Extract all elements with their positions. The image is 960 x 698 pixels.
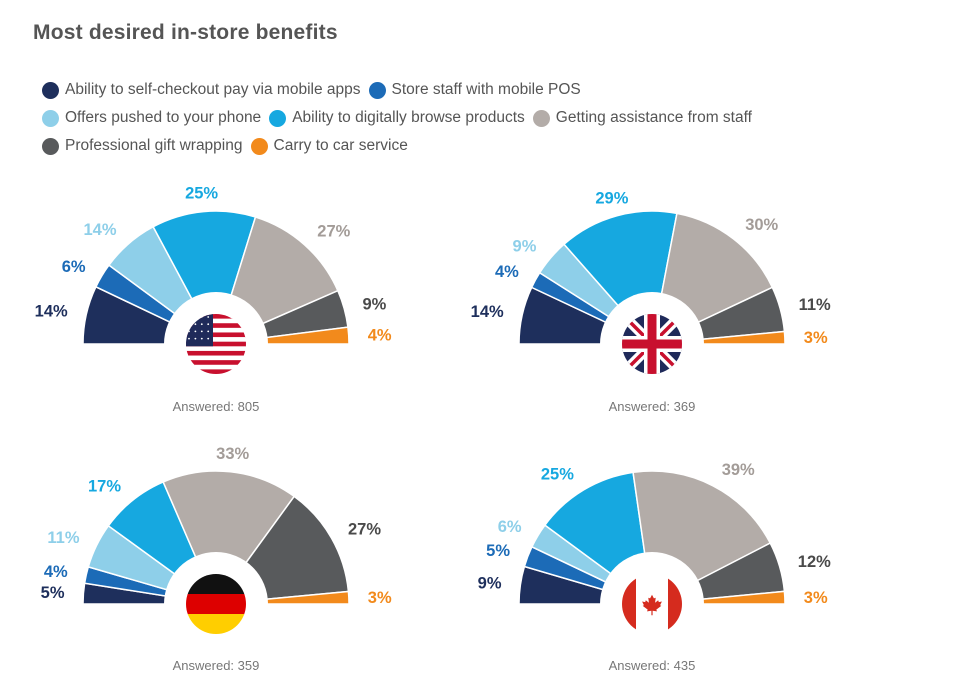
slice-label-gift-wrapping: 27% <box>348 521 381 539</box>
chart-canada: 9% 5% 6% 25% 39% 12% 3% Answered: 435 <box>478 461 832 673</box>
legend-label: Ability to self-checkout pay via mobile … <box>65 81 361 98</box>
legend-swatch <box>42 109 59 127</box>
slice-label-offers-pushed: 11% <box>47 529 79 547</box>
legend-row-3: Professional gift wrapping Carry to car … <box>42 132 942 160</box>
chart-us: 14% 6% 14% 25% 27% 9% 4% Answered: 805 <box>35 185 392 414</box>
legend-row-2: Offers pushed to your phone Ability to d… <box>42 104 942 132</box>
legend-item-offers-pushed: Offers pushed to your phone <box>42 109 261 127</box>
slice-label-offers-pushed: 9% <box>513 237 537 255</box>
germany-flag <box>186 574 246 634</box>
slice-label-carry-to-car: 3% <box>368 589 392 607</box>
slice-label-gift-wrapping: 11% <box>799 296 831 314</box>
slice-label-mobile-pos: 4% <box>495 263 519 281</box>
slice-label-self-checkout: 14% <box>35 303 68 321</box>
slice-label-digital-browse: 29% <box>595 189 628 207</box>
legend-label: Offers pushed to your phone <box>65 109 262 126</box>
slice-staff-assistance <box>162 470 296 606</box>
legend-swatch <box>42 137 59 155</box>
legend-item-self-checkout: Ability to self-checkout pay via mobile … <box>42 81 361 99</box>
legend: Ability to self-checkout pay via mobile … <box>42 76 942 160</box>
slice-label-mobile-pos: 6% <box>62 258 86 276</box>
legend-label: Professional gift wrapping <box>65 137 243 154</box>
slice-label-gift-wrapping: 12% <box>798 553 831 571</box>
slice-label-staff-assistance: 27% <box>317 223 350 241</box>
legend-swatch <box>368 81 386 99</box>
chart-uk: 14% 4% 9% 29% 30% 11% 3% Answered: 369 <box>471 189 831 414</box>
slice-label-offers-pushed: 6% <box>498 518 522 536</box>
answered-count: Answered: 805 <box>173 399 260 414</box>
slice-label-mobile-pos: 4% <box>44 563 68 581</box>
slice-label-carry-to-car: 3% <box>804 329 828 347</box>
slice-label-offers-pushed: 14% <box>83 221 116 239</box>
legend-swatch <box>250 137 268 155</box>
slice-label-staff-assistance: 39% <box>722 461 755 479</box>
legend-swatch <box>42 81 59 99</box>
legend-item-gift-wrapping: Professional gift wrapping <box>42 137 243 155</box>
legend-label: Ability to digitally browse products <box>292 109 525 126</box>
us-flag <box>186 314 246 374</box>
slice-label-mobile-pos: 5% <box>486 542 510 560</box>
slice-label-digital-browse: 25% <box>185 185 218 203</box>
chart-germany: 5% 4% 11% 17% 33% 27% 3% Answered: 359 <box>41 445 392 673</box>
legend-item-mobile-pos: Store staff with mobile POS <box>368 81 581 99</box>
answered-count: Answered: 369 <box>609 399 696 414</box>
slice-label-digital-browse: 17% <box>88 477 121 495</box>
slice-label-staff-assistance: 30% <box>745 216 778 234</box>
legend-item-staff-assistance: Getting assistance from staff <box>532 109 752 127</box>
legend-swatch <box>269 109 287 127</box>
slice-label-digital-browse: 25% <box>541 466 574 484</box>
slice-label-self-checkout: 5% <box>41 584 65 602</box>
slice-label-carry-to-car: 4% <box>368 326 392 344</box>
legend-label: Carry to car service <box>273 137 408 154</box>
slice-label-carry-to-car: 3% <box>804 589 828 607</box>
chart-title: Most desired in-store benefits <box>33 21 338 44</box>
answered-count: Answered: 435 <box>609 658 696 673</box>
legend-swatch <box>532 109 550 127</box>
answered-count: Answered: 359 <box>173 658 260 673</box>
slice-digital-browse <box>152 210 257 346</box>
slice-label-gift-wrapping: 9% <box>363 296 387 314</box>
legend-item-digital-browse: Ability to digitally browse products <box>269 109 525 127</box>
legend-label: Getting assistance from staff <box>555 109 752 126</box>
legend-row-1: Ability to self-checkout pay via mobile … <box>42 76 942 104</box>
slice-label-self-checkout: 14% <box>471 303 504 321</box>
uk-flag <box>622 314 682 374</box>
canada-flag <box>622 574 682 634</box>
legend-item-carry-to-car: Carry to car service <box>250 137 408 155</box>
slice-label-self-checkout: 9% <box>478 574 502 592</box>
legend-label: Store staff with mobile POS <box>391 81 581 98</box>
slice-label-staff-assistance: 33% <box>216 445 249 463</box>
